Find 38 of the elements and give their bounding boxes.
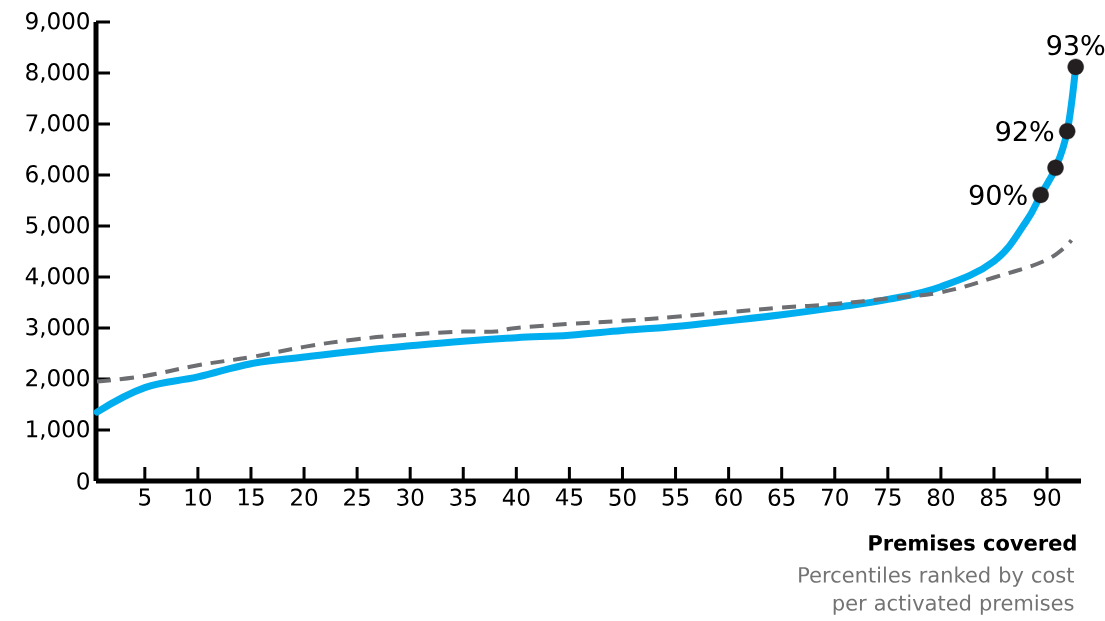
point bbox=[1059, 122, 1076, 140]
y-tick-label: 6,000 bbox=[26, 165, 89, 185]
x-tick-label: 85 bbox=[980, 488, 1007, 506]
point bbox=[1032, 186, 1049, 204]
x-tick-label: 35 bbox=[450, 488, 476, 506]
line-series bbox=[95, 238, 1074, 384]
y-tick-label: 2,000 bbox=[26, 369, 89, 389]
y-tick-label: 5,000 bbox=[26, 216, 89, 236]
x-tick-label: 15 bbox=[238, 488, 264, 506]
x-tick-label: 10 bbox=[185, 488, 212, 506]
x-tick-label: 45 bbox=[555, 488, 583, 506]
x-tick-label: 70 bbox=[822, 488, 848, 506]
x-tick-label: 90 bbox=[1033, 488, 1061, 506]
x-tick-label: 50 bbox=[609, 488, 636, 506]
annotation: 93% bbox=[1047, 34, 1105, 56]
y-tick-label: 7,000 bbox=[26, 114, 89, 134]
x-tick-label: 80 bbox=[927, 488, 955, 506]
annotation: 90% bbox=[969, 184, 1027, 206]
x-axis-title: Premises covered bbox=[869, 534, 1076, 551]
x-tick-label: 40 bbox=[502, 488, 530, 506]
y-tick-label: 8,000 bbox=[26, 63, 89, 83]
x-tick-label: 20 bbox=[291, 488, 318, 506]
annotation: 92% bbox=[996, 120, 1054, 142]
x-tick-label: 5 bbox=[139, 488, 151, 506]
x-tick-label: 60 bbox=[715, 488, 742, 506]
y-tick-label: 3,000 bbox=[26, 318, 89, 338]
y-tick-label: 4,000 bbox=[25, 267, 89, 287]
x-tick-label: 30 bbox=[397, 488, 424, 506]
x-tick-label: 55 bbox=[662, 488, 689, 506]
y-tick-label: 0 bbox=[77, 472, 89, 490]
point bbox=[1067, 58, 1084, 76]
y-tick-label: 9,000 bbox=[26, 12, 89, 32]
y-tick-label: 1,000 bbox=[27, 420, 89, 440]
x-tick-label: 75 bbox=[875, 488, 901, 506]
x-tick-label: 25 bbox=[344, 488, 370, 506]
text: Percentiles ranked by cost per activated premises bbox=[799, 566, 1074, 615]
x-tick-label: 65 bbox=[768, 488, 795, 506]
point bbox=[1047, 159, 1064, 177]
